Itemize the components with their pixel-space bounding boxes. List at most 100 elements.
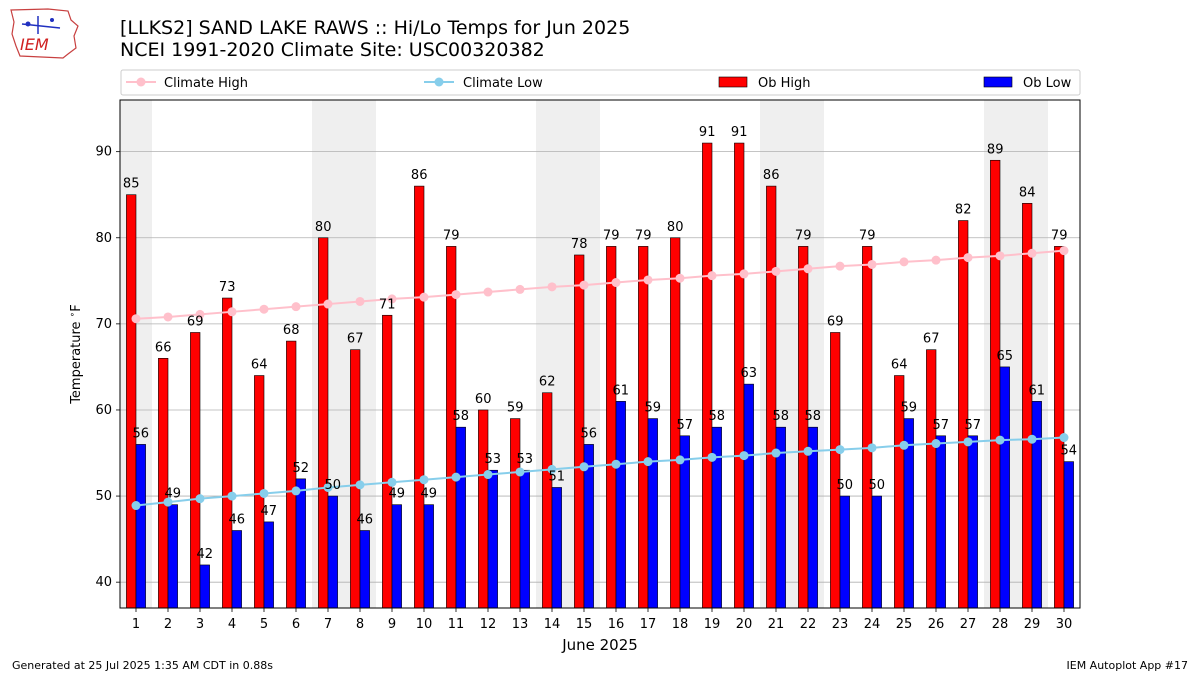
climate-low-point	[227, 491, 237, 501]
ob-high-label: 59	[507, 401, 524, 416]
ob-high-label: 82	[955, 203, 972, 218]
ob-high-label: 91	[699, 125, 716, 140]
ob-low-label: 46	[357, 513, 374, 528]
x-tick-label: 7	[324, 617, 332, 632]
ob-low-bar	[935, 435, 946, 609]
ob-low-label: 58	[805, 409, 822, 424]
climate-low-point	[419, 475, 429, 485]
ob-low-label: 56	[133, 426, 150, 441]
climate-low-point	[323, 482, 333, 492]
legend-box	[120, 69, 1081, 96]
climate-low-point	[675, 455, 685, 465]
ob-low-label: 58	[709, 409, 726, 424]
ob-low-label: 63	[741, 366, 758, 381]
ob-low-label: 56	[581, 426, 598, 441]
climate-low-point	[1027, 434, 1037, 444]
ob-low-bar	[647, 418, 658, 609]
ob-low-label: 59	[645, 401, 662, 416]
ob-low-label: 49	[389, 487, 406, 502]
climate-low-point	[579, 462, 589, 472]
climate-low-point	[195, 494, 205, 504]
ob-low-bar	[839, 495, 850, 609]
legend-ob-low-label: Ob Low	[1023, 76, 1072, 91]
ob-low-label: 49	[421, 487, 438, 502]
ob-high-label: 66	[155, 340, 172, 355]
ob-high-label: 79	[859, 228, 876, 243]
x-tick-label: 10	[416, 617, 433, 632]
ob-high-label: 89	[987, 142, 1004, 157]
x-tick-label: 9	[388, 617, 396, 632]
climate-high-point	[323, 299, 333, 309]
climate-high-point	[931, 255, 941, 265]
x-tick-label: 11	[448, 617, 465, 632]
ob-high-bar	[478, 409, 489, 609]
climate-low-point	[611, 459, 621, 469]
ob-low-bar	[359, 530, 370, 609]
climate-low-point	[803, 446, 813, 456]
climate-high-point	[387, 294, 397, 304]
climate-low-line	[135, 436, 1065, 507]
ob-high-label: 91	[731, 125, 748, 140]
ob-high-label: 85	[123, 177, 140, 192]
climate-low-point	[355, 480, 365, 490]
ob-low-label: 57	[933, 418, 950, 433]
ob-low-bar	[135, 444, 146, 609]
climate-high-point	[803, 264, 813, 274]
x-tick-label: 30	[1056, 617, 1073, 632]
ob-high-label: 79	[1051, 228, 1068, 243]
climate-low-point	[867, 443, 877, 453]
ob-high-bar	[510, 418, 521, 609]
ob-low-label: 53	[485, 452, 502, 467]
x-tick-label: 3	[196, 617, 204, 632]
ob-high-label: 79	[635, 228, 652, 243]
ob-high-label: 60	[475, 392, 492, 407]
x-tick-label: 26	[928, 617, 945, 632]
climate-low-point	[931, 439, 941, 449]
legend-climate-low-label: Climate Low	[463, 76, 543, 91]
ob-high-label: 86	[411, 168, 428, 183]
ob-low-bar	[327, 495, 338, 609]
x-tick-label: 5	[260, 617, 268, 632]
climate-high-point	[131, 314, 141, 324]
legend-climate-high-label: Climate High	[164, 76, 248, 91]
climate-low-point	[739, 451, 749, 461]
x-tick-label: 17	[640, 617, 657, 632]
y-tick-label: 90	[95, 145, 112, 160]
ob-low-label: 58	[773, 409, 790, 424]
climate-high-point	[611, 278, 621, 288]
climate-high-point	[451, 290, 461, 300]
climate-low-point	[451, 472, 461, 482]
climate-low-point	[163, 497, 173, 507]
ob-low-label: 50	[325, 478, 342, 493]
ob-high-label: 78	[571, 237, 588, 252]
ob-low-label: 50	[837, 478, 854, 493]
x-tick-label: 21	[768, 617, 785, 632]
ob-low-label: 61	[613, 383, 630, 398]
ob-high-bar	[222, 297, 233, 609]
climate-high-point	[675, 273, 685, 283]
ob-low-label: 52	[293, 461, 310, 476]
climate-high-point	[291, 302, 301, 312]
y-tick-label: 40	[95, 575, 112, 590]
climate-high-line	[135, 249, 1065, 320]
ob-low-bar	[967, 435, 978, 609]
ob-high-bar	[990, 159, 1001, 609]
ob-high-label: 79	[443, 228, 460, 243]
y-tick-label: 60	[95, 403, 112, 418]
x-tick-label: 25	[896, 617, 913, 632]
climate-high-point	[771, 266, 781, 276]
x-tick-label: 14	[544, 617, 561, 632]
ob-low-label: 46	[229, 513, 246, 528]
ob-high-bar	[766, 185, 777, 609]
climate-low-point	[995, 435, 1005, 445]
climate-high-point	[195, 309, 205, 319]
ob-low-label: 47	[261, 504, 278, 519]
climate-low-point	[707, 452, 717, 462]
legend-climate-low-marker	[434, 77, 444, 87]
climate-high-point	[579, 280, 589, 290]
climate-low-point	[963, 437, 973, 447]
ob-high-bar	[606, 246, 617, 609]
x-tick-label: 22	[800, 617, 817, 632]
ob-low-bar	[615, 401, 626, 609]
climate-low-point	[291, 486, 301, 496]
